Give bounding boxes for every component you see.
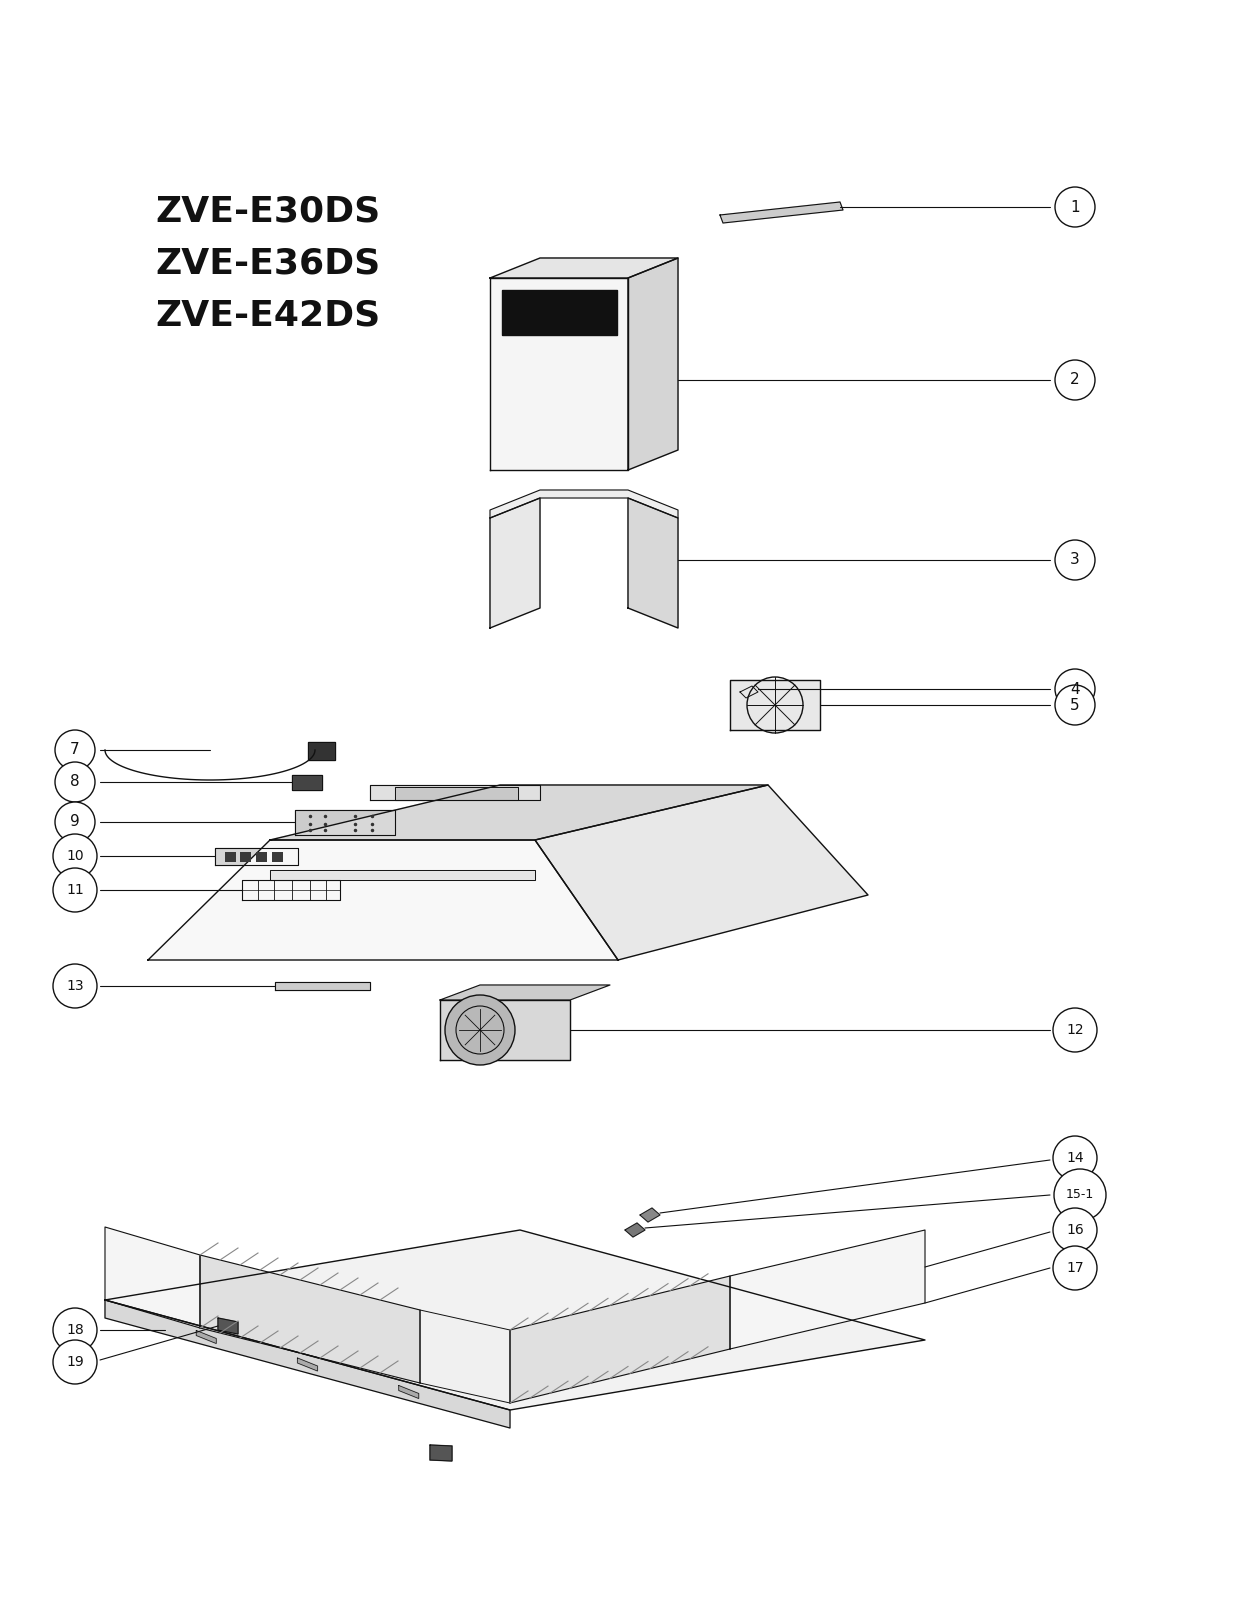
- Circle shape: [1053, 1008, 1097, 1053]
- Polygon shape: [490, 278, 628, 470]
- Text: 18: 18: [66, 1323, 84, 1338]
- Polygon shape: [275, 982, 370, 990]
- Polygon shape: [292, 774, 322, 790]
- Text: 17: 17: [1066, 1261, 1084, 1275]
- Polygon shape: [105, 1227, 200, 1328]
- Bar: [240, 851, 251, 862]
- Polygon shape: [490, 258, 678, 278]
- Circle shape: [53, 1309, 96, 1352]
- Polygon shape: [440, 1000, 570, 1059]
- Polygon shape: [200, 1254, 421, 1382]
- Text: 5: 5: [1070, 698, 1080, 712]
- Polygon shape: [270, 870, 534, 880]
- Polygon shape: [242, 880, 340, 899]
- Circle shape: [1055, 187, 1095, 227]
- Bar: [225, 851, 236, 862]
- Polygon shape: [502, 290, 617, 334]
- Polygon shape: [105, 1299, 510, 1427]
- Polygon shape: [398, 1386, 419, 1398]
- Text: ZVE-E36DS: ZVE-E36DS: [155, 246, 380, 282]
- Text: 1: 1: [1070, 200, 1080, 214]
- Polygon shape: [490, 498, 541, 627]
- Polygon shape: [197, 1331, 216, 1344]
- Circle shape: [53, 963, 96, 1008]
- Text: 10: 10: [67, 850, 84, 862]
- Circle shape: [1053, 1136, 1097, 1181]
- Polygon shape: [640, 1208, 661, 1222]
- Polygon shape: [628, 498, 678, 627]
- Polygon shape: [490, 490, 678, 518]
- Text: 2: 2: [1070, 373, 1080, 387]
- Circle shape: [54, 762, 95, 802]
- Circle shape: [1055, 541, 1095, 579]
- Circle shape: [1053, 1246, 1097, 1290]
- Polygon shape: [215, 848, 298, 866]
- Polygon shape: [628, 258, 678, 470]
- Polygon shape: [270, 786, 768, 840]
- Circle shape: [1054, 1170, 1106, 1221]
- Polygon shape: [730, 680, 820, 730]
- Text: 4: 4: [1070, 682, 1080, 696]
- Circle shape: [53, 1341, 96, 1384]
- Polygon shape: [395, 787, 518, 800]
- Polygon shape: [625, 1222, 644, 1237]
- Circle shape: [53, 834, 96, 878]
- Text: 8: 8: [71, 774, 80, 789]
- Polygon shape: [308, 742, 335, 760]
- Text: ZVE-E42DS: ZVE-E42DS: [155, 299, 380, 333]
- Polygon shape: [105, 1230, 925, 1410]
- Text: 19: 19: [66, 1355, 84, 1370]
- Bar: [256, 851, 267, 862]
- Text: 16: 16: [1066, 1222, 1084, 1237]
- Text: 9: 9: [71, 814, 80, 829]
- Text: 15-1: 15-1: [1066, 1189, 1094, 1202]
- Circle shape: [1055, 685, 1095, 725]
- Polygon shape: [148, 840, 618, 960]
- Polygon shape: [370, 786, 541, 800]
- Polygon shape: [510, 1277, 730, 1403]
- Circle shape: [1055, 360, 1095, 400]
- Text: 7: 7: [71, 742, 80, 757]
- Text: 11: 11: [66, 883, 84, 898]
- Polygon shape: [534, 786, 868, 960]
- Polygon shape: [294, 810, 395, 835]
- Circle shape: [54, 730, 95, 770]
- Polygon shape: [421, 1310, 510, 1403]
- Polygon shape: [218, 1318, 238, 1334]
- Bar: [272, 851, 283, 862]
- Polygon shape: [430, 1445, 452, 1461]
- Text: 14: 14: [1066, 1150, 1084, 1165]
- Text: 3: 3: [1070, 552, 1080, 568]
- Polygon shape: [720, 202, 842, 222]
- Polygon shape: [298, 1358, 318, 1371]
- Text: ZVE-E30DS: ZVE-E30DS: [155, 195, 380, 229]
- Circle shape: [445, 995, 515, 1066]
- Circle shape: [53, 867, 96, 912]
- Polygon shape: [740, 686, 758, 698]
- Circle shape: [1055, 669, 1095, 709]
- Polygon shape: [440, 986, 610, 1000]
- Circle shape: [54, 802, 95, 842]
- Circle shape: [1053, 1208, 1097, 1251]
- Text: 13: 13: [67, 979, 84, 994]
- Polygon shape: [730, 1230, 925, 1349]
- Text: 12: 12: [1066, 1022, 1084, 1037]
